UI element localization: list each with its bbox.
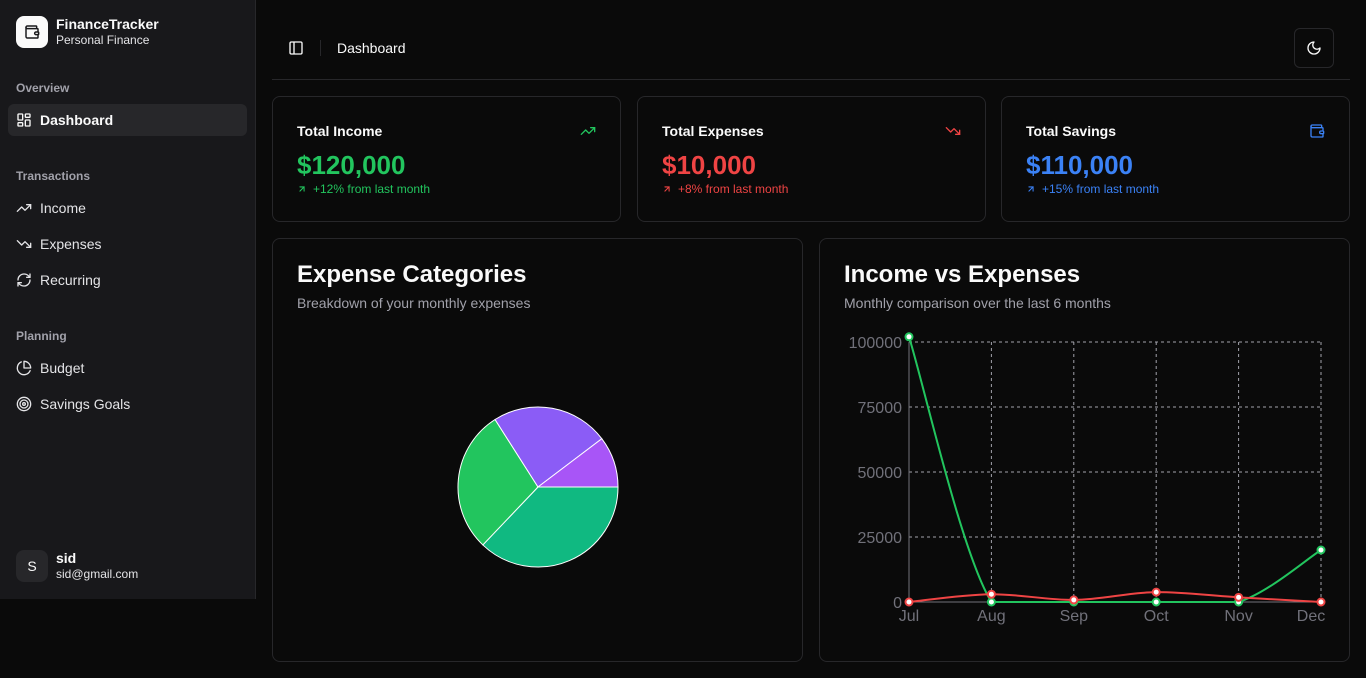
stat-title: Total Savings <box>1026 123 1116 139</box>
arrow-up-right-icon <box>1026 184 1038 194</box>
expense-data-point[interactable] <box>1316 597 1326 607</box>
pie-slice[interactable] <box>457 418 539 546</box>
panel-subtitle: Monthly comparison over the last 6 month… <box>844 295 1111 311</box>
stat-value: $10,000 <box>662 150 756 180</box>
income-data-point[interactable] <box>1151 597 1161 607</box>
stat-change-text: +12% from last month <box>313 182 431 196</box>
income-data-point[interactable] <box>1316 545 1326 555</box>
income-vs-expenses-panel: Income vs Expenses Monthly comparison ov… <box>819 238 1350 662</box>
target-icon <box>16 396 32 412</box>
sidebar-item-label: Dashboard <box>40 112 114 128</box>
pie-slice[interactable] <box>482 486 619 568</box>
stat-card-savings: Total Savings $110,000 +15% from last mo… <box>1001 96 1350 222</box>
sidebar-item-dashboard[interactable]: Dashboard <box>8 104 247 136</box>
stat-change: +15% from last month <box>1026 182 1159 196</box>
sidebar-item-label: Recurring <box>40 272 101 288</box>
sidebar-toggle-icon[interactable] <box>288 40 304 56</box>
sidebar-item-savings-goals[interactable]: Savings Goals <box>8 388 247 420</box>
stat-title: Total Expenses <box>662 123 764 139</box>
user-name: sid <box>56 550 77 566</box>
sidebar-item-label: Expenses <box>40 236 102 252</box>
moon-icon <box>1306 40 1322 56</box>
sidebar: FinanceTracker Personal Finance Overview… <box>0 0 256 599</box>
header: Dashboard <box>272 16 1350 80</box>
sidebar-item-recurring[interactable]: Recurring <box>8 264 247 296</box>
y-tick-label: 75000 <box>858 400 903 417</box>
expense-categories-panel: Expense Categories Breakdown of your mon… <box>272 238 803 662</box>
income-data-point[interactable] <box>904 332 914 342</box>
header-divider <box>320 40 321 56</box>
expense-pie-chart <box>457 406 619 568</box>
layout-dashboard-icon <box>16 112 32 128</box>
income-expense-line-chart: 0 25000 50000 75000 100000 Jul Aug Sep Oct Nov Dec <box>849 332 1326 625</box>
x-tick-label: Sep <box>1060 608 1089 625</box>
stat-change-text: +15% from last month <box>1042 182 1160 196</box>
y-tick-label: 100000 <box>849 335 902 352</box>
breadcrumb: Dashboard <box>337 40 406 56</box>
stat-card-income: Total Income $120,000 +12% from last mon… <box>272 96 621 222</box>
sidebar-item-income[interactable]: Income <box>8 192 247 224</box>
expense-data-point[interactable] <box>1234 592 1244 602</box>
x-tick-label: Oct <box>1144 608 1169 625</box>
avatar: S <box>16 550 48 582</box>
app-subtitle: Personal Finance <box>56 33 150 47</box>
expense-data-point[interactable] <box>1151 587 1161 597</box>
group-label-planning: Planning <box>16 329 67 343</box>
x-tick-label: Aug <box>977 608 1005 625</box>
trending-up-icon <box>580 123 596 139</box>
refresh-icon <box>16 272 32 288</box>
expense-data-point[interactable] <box>904 597 914 607</box>
x-tick-label: Jul <box>899 608 919 625</box>
stat-change: +8% from last month <box>662 182 788 196</box>
sidebar-item-budget[interactable]: Budget <box>8 352 247 384</box>
wallet-icon <box>1309 123 1325 139</box>
pie-chart-icon <box>16 360 32 376</box>
expense-data-point[interactable] <box>986 589 996 599</box>
expense-series-line <box>908 591 1322 603</box>
panel-title: Expense Categories <box>297 261 527 288</box>
wallet-icon <box>16 16 48 48</box>
expense-data-point[interactable] <box>1069 595 1079 605</box>
stat-title: Total Income <box>297 123 383 139</box>
stat-card-expenses: Total Expenses $10,000 +8% from last mon… <box>637 96 986 222</box>
x-tick-label: Dec <box>1297 608 1325 625</box>
user-menu[interactable]: S sid sid@gmail.com <box>16 550 138 582</box>
arrow-up-right-icon <box>662 184 674 194</box>
user-email: sid@gmail.com <box>56 567 139 581</box>
app-name: FinanceTracker <box>56 16 159 32</box>
sidebar-item-label: Budget <box>40 360 85 376</box>
group-label-overview: Overview <box>16 81 70 95</box>
sidebar-item-label: Income <box>40 200 86 216</box>
x-tick-label: Nov <box>1224 608 1252 625</box>
y-tick-label: 0 <box>893 595 902 612</box>
arrow-up-right-icon <box>297 184 309 194</box>
trending-down-icon <box>945 123 961 139</box>
stat-change: +12% from last month <box>297 182 430 196</box>
panel-title: Income vs Expenses <box>844 261 1081 288</box>
stat-value: $120,000 <box>297 150 406 180</box>
theme-toggle-button[interactable] <box>1294 28 1334 68</box>
brand[interactable]: FinanceTracker Personal Finance <box>16 16 159 48</box>
sidebar-item-label: Savings Goals <box>40 396 131 412</box>
group-label-transactions: Transactions <box>16 169 91 183</box>
income-data-point[interactable] <box>986 597 996 607</box>
pie-slice[interactable] <box>536 438 619 488</box>
stat-change-text: +8% from last month <box>678 182 789 196</box>
trending-down-icon <box>16 236 32 252</box>
sidebar-item-expenses[interactable]: Expenses <box>8 228 247 260</box>
y-tick-label: 50000 <box>858 465 903 482</box>
pie-slice[interactable] <box>494 406 603 488</box>
y-tick-label: 25000 <box>858 530 903 547</box>
income-series-line <box>908 336 1322 604</box>
panel-subtitle: Breakdown of your monthly expenses <box>297 295 531 311</box>
stat-value: $110,000 <box>1026 150 1134 180</box>
trending-up-icon <box>16 200 32 216</box>
